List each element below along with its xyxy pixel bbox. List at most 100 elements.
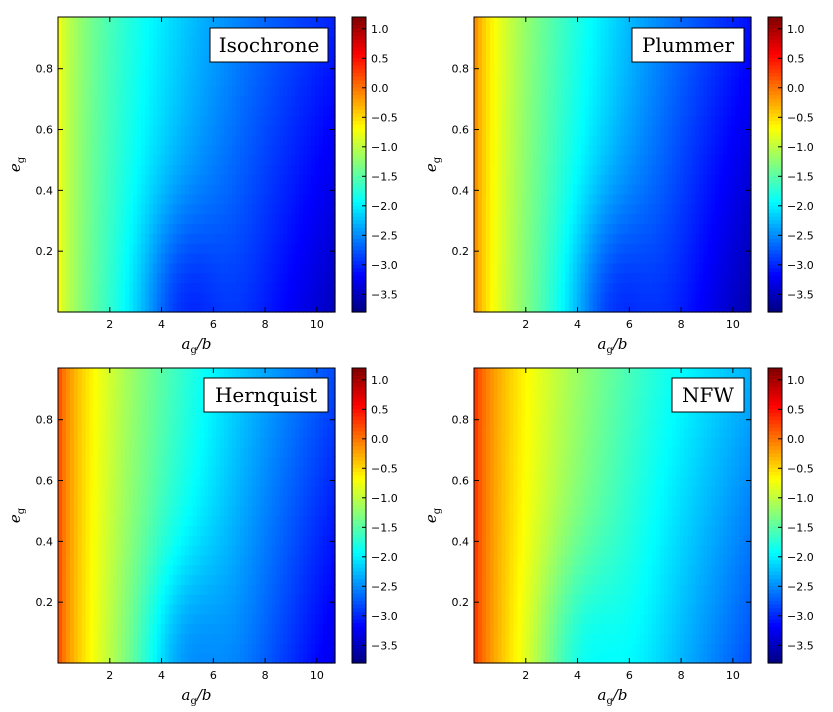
heatmap-cell: [596, 272, 602, 284]
heatmap-cell: [69, 613, 75, 625]
heatmap-cell: [77, 46, 83, 57]
heatmap-cell: [747, 243, 752, 254]
heatmap-cell: [200, 213, 206, 225]
heatmap-cell: [691, 144, 697, 156]
heatmap-cell: [97, 272, 103, 284]
heatmap-cell: [109, 515, 114, 526]
heatmap-cell: [533, 253, 538, 264]
heatmap-cell: [319, 144, 324, 156]
heatmap-cell: [632, 292, 637, 303]
heatmap-cell: [224, 135, 229, 146]
heatmap-cell: [327, 253, 332, 264]
heatmap-cell: [474, 174, 479, 185]
heatmap-cell: [687, 17, 693, 28]
heatmap-cell: [640, 302, 645, 313]
heatmap-cell: [81, 545, 87, 556]
heatmap-cell: [188, 76, 194, 87]
heatmap-cell: [537, 164, 542, 175]
heatmap-cell: [77, 407, 83, 418]
heatmap-cell: [129, 46, 134, 57]
heatmap-cell: [73, 253, 79, 264]
heatmap-cell: [220, 292, 225, 303]
heatmap-cell: [505, 66, 511, 77]
heatmap-cell: [192, 253, 198, 264]
colorbar-segment: [768, 245, 782, 250]
heatmap-cell: [549, 194, 554, 205]
heatmap-cell: [711, 144, 716, 156]
heatmap-cell: [596, 144, 602, 156]
heatmap-cell: [327, 194, 332, 205]
heatmap-cell: [77, 515, 83, 526]
heatmap-cell: [93, 105, 99, 116]
heatmap-cell: [287, 125, 293, 136]
heatmap-cell: [93, 243, 99, 254]
heatmap-cell: [117, 495, 122, 507]
heatmap-cell: [105, 115, 111, 126]
heatmap-cell: [572, 46, 578, 57]
heatmap-cell: [513, 253, 519, 264]
heatmap-cell: [624, 302, 629, 313]
heatmap-cell: [557, 272, 562, 284]
heatmap-cell: [485, 85, 491, 97]
heatmap-cell: [133, 66, 138, 77]
heatmap-cell: [141, 154, 146, 166]
heatmap-cell: [711, 125, 716, 136]
heatmap-cell: [596, 213, 602, 225]
heatmap-cell: [97, 17, 103, 28]
heatmap-cell: [493, 174, 499, 185]
heatmap-cell: [565, 184, 570, 195]
heatmap-cell: [493, 95, 499, 107]
heatmap-cell: [549, 125, 554, 136]
heatmap-cell: [659, 282, 665, 293]
heatmap-cell: [243, 262, 249, 274]
heatmap-cell: [220, 184, 225, 195]
heatmap-cell: [489, 105, 495, 116]
heatmap-cell: [97, 203, 103, 215]
heatmap-cell: [93, 456, 99, 467]
heatmap-cell: [228, 233, 233, 244]
heatmap-cell: [232, 85, 237, 97]
heatmap-cell: [545, 85, 550, 97]
heatmap-cell: [160, 243, 166, 254]
heatmap-cell: [327, 154, 332, 166]
heatmap-cell: [81, 95, 87, 107]
heatmap-cell: [485, 272, 491, 284]
heatmap-cell: [659, 164, 665, 175]
heatmap-cell: [505, 262, 511, 274]
heatmap-cell: [291, 223, 297, 234]
heatmap-cell: [188, 135, 194, 146]
heatmap-cell: [727, 194, 732, 205]
heatmap-cell: [477, 76, 483, 87]
heatmap-cell: [557, 262, 562, 274]
heatmap-cell: [715, 233, 720, 244]
heatmap-cell: [299, 203, 304, 215]
heatmap-cell: [275, 292, 281, 303]
heatmap-cell: [529, 233, 534, 244]
heatmap-cell: [624, 164, 629, 175]
heatmap-cell: [109, 476, 114, 487]
heatmap-cell: [545, 144, 550, 156]
heatmap-cell: [541, 115, 546, 126]
heatmap-cell: [683, 17, 689, 28]
heatmap-cell: [192, 95, 198, 107]
heatmap-cell: [620, 66, 625, 77]
heatmap-cell: [259, 76, 265, 87]
heatmap-cell: [121, 66, 126, 77]
heatmap-cell: [481, 115, 487, 126]
heatmap-cell: [101, 164, 107, 175]
heatmap-cell: [311, 154, 316, 166]
heatmap-cell: [224, 184, 229, 195]
heatmap-cell: [505, 36, 511, 48]
heatmap-cell: [113, 36, 118, 48]
x-tick-label: 4: [158, 318, 165, 331]
heatmap-cell: [679, 115, 685, 126]
heatmap-cell: [545, 125, 550, 136]
heatmap-cell: [236, 302, 241, 313]
heatmap-cell: [715, 17, 720, 28]
heatmap-cell: [612, 203, 618, 215]
heatmap-cell: [719, 272, 724, 284]
heatmap-cell: [113, 476, 118, 487]
heatmap-cell: [232, 292, 237, 303]
heatmap-cell: [160, 282, 166, 293]
heatmap-cell: [747, 184, 752, 195]
